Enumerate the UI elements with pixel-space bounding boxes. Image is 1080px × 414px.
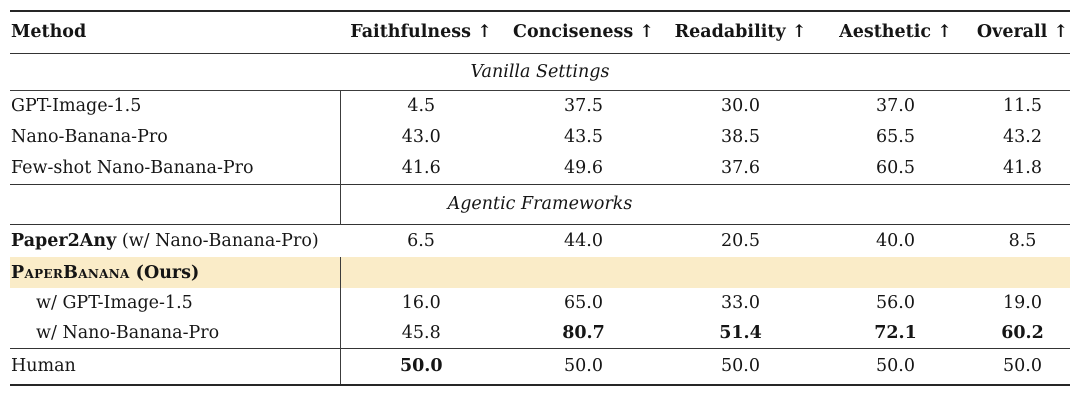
metric-value: 40.0 xyxy=(876,230,915,251)
metric-value: 33.0 xyxy=(721,293,760,313)
table-row-few-shot-nano-banana-pro: Few-shot Nano-Banana-Pro 41.6 49.6 37.6 … xyxy=(10,152,1070,184)
method-name: PaperBanana xyxy=(11,262,130,283)
up-arrow-icon: ↑ xyxy=(937,22,952,43)
metric-value-best: 72.1 xyxy=(874,322,917,343)
column-header-overall: Overall ↑ xyxy=(976,22,1069,43)
metric-value: 50.0 xyxy=(721,356,760,377)
metric-value: 49.6 xyxy=(564,157,603,178)
table-row-nano-banana-pro: Nano-Banana-Pro 43.0 43.5 38.5 65.5 43.2 xyxy=(10,121,1070,152)
method-cell: GPT-Image-1.5 xyxy=(10,90,341,121)
metric-value: 38.5 xyxy=(721,126,760,147)
metric-value: 37.6 xyxy=(721,157,760,178)
up-arrow-icon: ↑ xyxy=(477,22,492,43)
metric-value-best: 80.7 xyxy=(562,322,605,343)
table-row-ours-gpt-image: w/ GPT-Image-1.5 16.0 65.0 33.0 56.0 19.… xyxy=(10,288,1070,318)
metric-value: 65.0 xyxy=(564,293,603,313)
header-row: Method Faithfulness ↑ Conciseness ↑ Read… xyxy=(10,11,1070,53)
method-cell: Nano-Banana-Pro xyxy=(10,121,341,152)
metric-value: 41.8 xyxy=(1003,157,1042,178)
metric-value: 65.5 xyxy=(876,126,915,147)
method-cell: PaperBanana (Ours) xyxy=(10,257,341,288)
up-arrow-icon: ↑ xyxy=(639,22,654,43)
section-title-agentic-frameworks: Agentic Frameworks xyxy=(10,183,1070,224)
method-cell: Few-shot Nano-Banana-Pro xyxy=(10,152,341,184)
metric-value: 8.5 xyxy=(1008,230,1037,251)
metric-value: 37.5 xyxy=(564,95,603,116)
metric-value: 19.0 xyxy=(1003,293,1042,313)
table-row-ours-nano-banana-pro: w/ Nano-Banana-Pro 45.8 80.7 51.4 72.1 6… xyxy=(10,318,1070,348)
metric-value: 60.5 xyxy=(876,157,915,178)
up-arrow-icon: ↑ xyxy=(791,22,807,43)
column-header-aesthetic: Aesthetic ↑ xyxy=(839,22,952,43)
column-header-faithfulness: Faithfulness ↑ xyxy=(350,22,492,43)
results-table: Method Faithfulness ↑ Conciseness ↑ Read… xyxy=(10,10,1070,386)
section-row-agentic-frameworks: Agentic Frameworks xyxy=(10,183,1070,224)
table-row-paper2any: Paper2Any (w/ Nano-Banana-Pro) 6.5 44.0 … xyxy=(10,224,1070,257)
empty-cell xyxy=(816,257,975,288)
table-row-gpt-image: GPT-Image-1.5 4.5 37.5 30.0 37.0 11.5 xyxy=(10,90,1070,121)
empty-cell xyxy=(502,257,665,288)
section-title-vanilla-settings: Vanilla Settings xyxy=(470,61,610,82)
metric-value-best: 60.2 xyxy=(1001,322,1044,343)
metric-value: 50.0 xyxy=(876,356,915,377)
empty-cell xyxy=(340,257,502,288)
column-header-readability: Readability ↑ xyxy=(674,22,807,43)
method-cell: Human xyxy=(10,348,341,385)
method-detail: (Ours) xyxy=(129,262,200,283)
metric-value: 11.5 xyxy=(1003,95,1042,116)
method-cell: w/ Nano-Banana-Pro xyxy=(10,318,341,348)
table-row-human: Human 50.0 50.0 50.0 50.0 50.0 xyxy=(10,348,1070,385)
metric-value: 43.2 xyxy=(1003,126,1042,147)
method-detail: (w/ Nano-Banana-Pro) xyxy=(116,230,319,251)
table-row-paperbanana-ours-highlighted: PaperBanana (Ours) xyxy=(10,257,1070,288)
section-row-vanilla-settings: Vanilla Settings xyxy=(10,53,1070,90)
method-name: Paper2Any xyxy=(11,230,117,251)
metric-value: 50.0 xyxy=(564,356,603,377)
column-header-method: Method xyxy=(11,22,87,43)
metric-value: 4.5 xyxy=(407,95,436,116)
method-cell: w/ GPT-Image-1.5 xyxy=(10,288,341,318)
metric-value: 41.6 xyxy=(401,157,441,178)
empty-cell xyxy=(975,257,1070,288)
metric-value: 37.0 xyxy=(876,95,915,116)
metric-value: 45.8 xyxy=(401,322,441,343)
up-arrow-icon: ↑ xyxy=(1053,22,1069,43)
empty-cell xyxy=(665,257,816,288)
metric-value: 56.0 xyxy=(876,293,915,313)
metric-value: 50.0 xyxy=(1003,356,1042,377)
column-header-conciseness: Conciseness ↑ xyxy=(513,22,654,43)
metric-value: 43.5 xyxy=(564,126,603,147)
metric-value: 30.0 xyxy=(721,95,760,116)
metric-value: 6.5 xyxy=(407,230,435,251)
metric-value: 16.0 xyxy=(401,293,441,313)
metric-value: 44.0 xyxy=(564,230,603,251)
method-cell: Paper2Any (w/ Nano-Banana-Pro) xyxy=(10,224,340,257)
metric-value-best: 51.4 xyxy=(719,322,762,343)
metric-value: 43.0 xyxy=(401,126,441,147)
metric-value-best: 50.0 xyxy=(399,356,443,377)
metric-value: 20.5 xyxy=(721,230,760,251)
evaluation-table: Method Faithfulness ↑ Conciseness ↑ Read… xyxy=(10,10,1070,386)
